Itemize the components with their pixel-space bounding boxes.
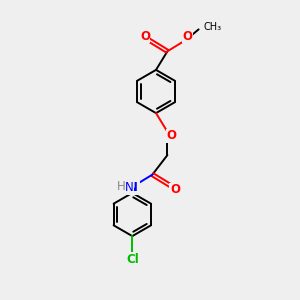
Text: O: O [140,29,150,43]
Text: Cl: Cl [126,253,139,266]
Text: O: O [170,183,180,196]
Text: H: H [117,180,126,193]
Text: CH₃: CH₃ [204,22,222,32]
Text: O: O [182,29,193,43]
Text: O: O [166,129,176,142]
Text: HN: HN [119,181,139,194]
Text: N: N [125,181,134,194]
